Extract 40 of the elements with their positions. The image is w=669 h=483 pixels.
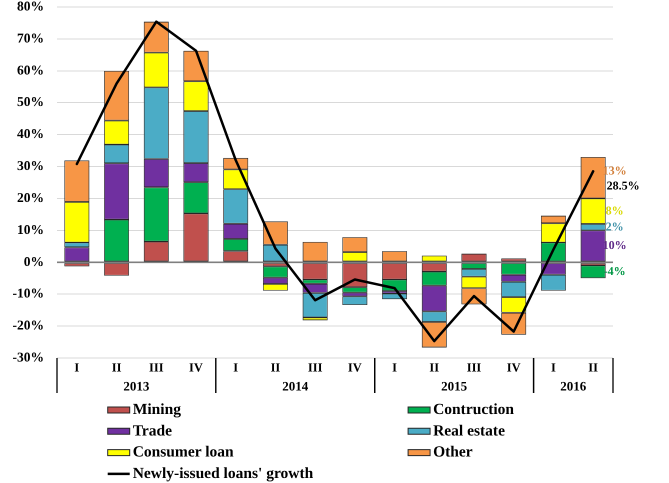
y-tick-label: 80% — [17, 0, 44, 14]
x-tick-label: II — [270, 360, 280, 375]
legend-label: Real estate — [433, 422, 506, 440]
x-tick-label: II — [429, 360, 440, 375]
y-tick-label: 20% — [17, 190, 44, 205]
x-tick-label: II — [112, 360, 122, 375]
x-tick-label: II — [588, 360, 598, 375]
y-tick-label: 30% — [17, 158, 44, 174]
y-tick-label: 10% — [17, 222, 44, 237]
x-tick-label: IV — [189, 360, 203, 375]
x-tick-label: IV — [348, 360, 362, 375]
data-label: 8% — [606, 203, 624, 218]
x-tick-label: III — [466, 360, 482, 375]
legend-label: Trade — [132, 422, 172, 440]
x-tick-label: III — [148, 360, 164, 375]
x-tick-label: I — [233, 360, 238, 375]
y-tick-label: 70% — [17, 30, 44, 46]
legend-label: Newly-issued loans' growth — [132, 464, 314, 482]
text: 2013 — [123, 378, 150, 394]
x-tick-label: I — [74, 360, 80, 375]
y-tick-label: -20% — [12, 318, 44, 333]
x-tick-label: IV — [506, 360, 521, 375]
y-tick-label: -30% — [12, 349, 44, 364]
y-tick-label: 50% — [17, 94, 44, 110]
x-tick-label: III — [308, 360, 323, 375]
y-tick-label: 40% — [17, 126, 44, 142]
y-tick-label: 0% — [24, 254, 44, 269]
y-tick-label: 60% — [17, 62, 44, 78]
data-label: 28.5% — [606, 178, 640, 193]
x-tick-label: I — [550, 360, 556, 375]
legend-label: Other — [433, 444, 473, 461]
text: 2016 — [560, 378, 587, 394]
text: 2015 — [441, 378, 468, 394]
data-label: 2% — [606, 219, 624, 234]
legend-label: Contruction — [433, 401, 514, 418]
x-tick-label: I — [392, 360, 398, 375]
text: 2014 — [282, 378, 309, 394]
y-tick-label: -10% — [12, 286, 44, 301]
legend-label: Consumer loan — [132, 444, 234, 461]
legend-label: Mining — [132, 401, 182, 418]
